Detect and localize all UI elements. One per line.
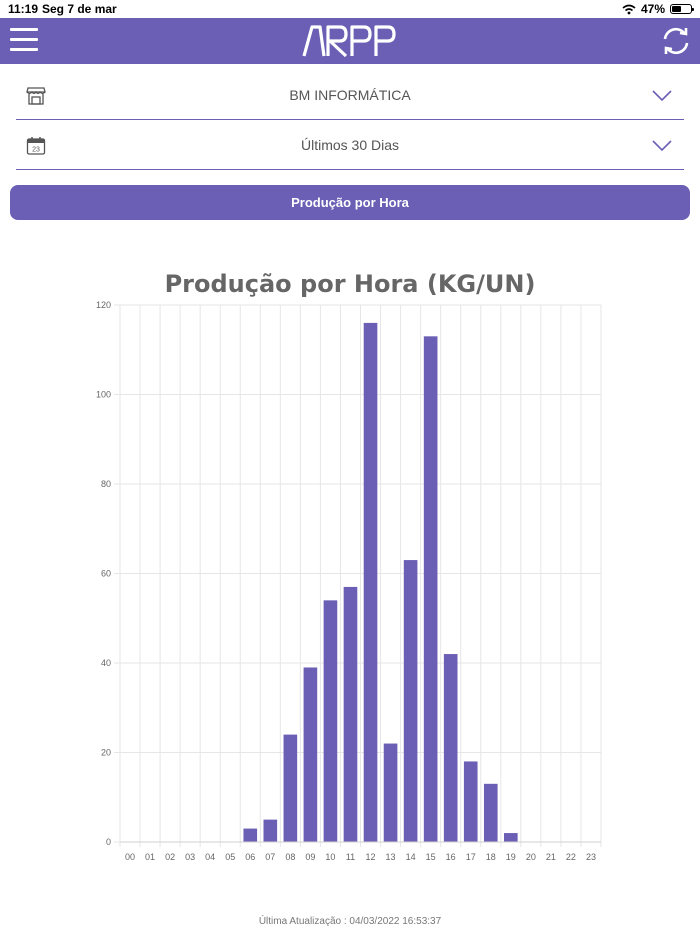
x-tick-label: 01	[145, 852, 155, 862]
refresh-icon[interactable]	[660, 25, 692, 57]
x-tick-label: 20	[526, 852, 536, 862]
x-tick-label: 18	[486, 852, 496, 862]
svg-text:23: 23	[32, 147, 40, 154]
y-tick-label: 0	[106, 837, 111, 847]
x-tick-label: 12	[366, 852, 376, 862]
chevron-down-icon[interactable]	[652, 90, 672, 102]
company-selector[interactable]: BM INFORMÁTICA	[16, 70, 684, 120]
x-tick-label: 19	[506, 852, 516, 862]
wifi-icon	[622, 4, 636, 14]
x-tick-label: 13	[386, 852, 396, 862]
bar-hour-18	[483, 783, 498, 842]
status-time: 11:19	[8, 2, 39, 16]
chevron-down-icon[interactable]	[652, 140, 672, 152]
x-tick-label: 17	[466, 852, 476, 862]
bar-hour-15	[423, 336, 438, 842]
status-bar: 11:19 Seg 7 de mar 47%	[0, 0, 700, 18]
x-tick-label: 23	[586, 852, 596, 862]
bar-hour-06	[243, 828, 258, 842]
production-per-hour-button[interactable]: Produção por Hora	[10, 185, 690, 220]
x-tick-label: 15	[426, 852, 436, 862]
bar-hour-08	[283, 734, 298, 842]
bar-hour-19	[503, 833, 518, 842]
status-right: 47%	[622, 2, 694, 16]
x-tick-label: 22	[566, 852, 576, 862]
x-tick-label: 11	[346, 852, 355, 862]
bar-hour-12	[363, 322, 378, 842]
bar-hour-17	[463, 761, 478, 842]
battery-icon	[670, 4, 694, 14]
bar-hour-10	[323, 600, 338, 842]
production-chart: Produção por Hora (KG/UN) 0 20 40 60 80 100 12…	[80, 262, 620, 872]
bar-hour-14	[403, 560, 418, 842]
x-tick-label: 06	[245, 852, 255, 862]
y-tick-label: 80	[101, 479, 111, 489]
bar-hour-16	[443, 654, 458, 842]
x-tick-label: 00	[125, 852, 135, 862]
y-tick-label: 100	[96, 390, 111, 400]
x-tick-label: 08	[285, 852, 295, 862]
status-date: Seg 7 de mar	[42, 2, 117, 16]
x-tick-label: 04	[205, 852, 215, 862]
hamburger-icon[interactable]	[10, 28, 38, 54]
bar-hour-07	[263, 819, 278, 842]
bar-hour-09	[303, 667, 318, 842]
store-icon	[26, 87, 46, 105]
x-tick-label: 07	[265, 852, 275, 862]
x-tick-label: 14	[406, 852, 416, 862]
period-selector[interactable]: 23 Últimos 30 Dias	[16, 120, 684, 170]
period-label: Últimos 30 Dias	[300, 137, 400, 153]
bar-hour-13	[383, 743, 398, 842]
app-header	[0, 18, 700, 64]
x-tick-label: 03	[185, 852, 195, 862]
battery-percent: 47%	[640, 2, 665, 16]
x-tick-label: 02	[165, 852, 175, 862]
x-tick-label: 21	[546, 852, 556, 862]
calendar-icon: 23	[26, 137, 46, 155]
y-tick-label: 20	[101, 748, 111, 758]
chart-svg: 0 20 40 60 80 100 120 00 01 02 03 04 05 06 07 08 09 10 11 1…	[96, 300, 602, 862]
chart-title: Produção por Hora (KG/UN)	[164, 270, 536, 298]
arpp-logo	[302, 25, 396, 58]
bar-hour-11	[343, 586, 358, 842]
x-tick-label: 05	[225, 852, 235, 862]
y-tick-label: 40	[101, 658, 111, 668]
x-tick-label: 16	[446, 852, 456, 862]
y-tick-label: 120	[96, 300, 111, 310]
x-tick-label: 10	[325, 852, 335, 862]
last-update: Última Atualização : 04/03/2022 16:53:37	[258, 916, 442, 927]
company-label: BM INFORMÁTICA	[289, 87, 411, 103]
x-tick-label: 09	[305, 852, 315, 862]
y-tick-label: 60	[101, 569, 111, 579]
